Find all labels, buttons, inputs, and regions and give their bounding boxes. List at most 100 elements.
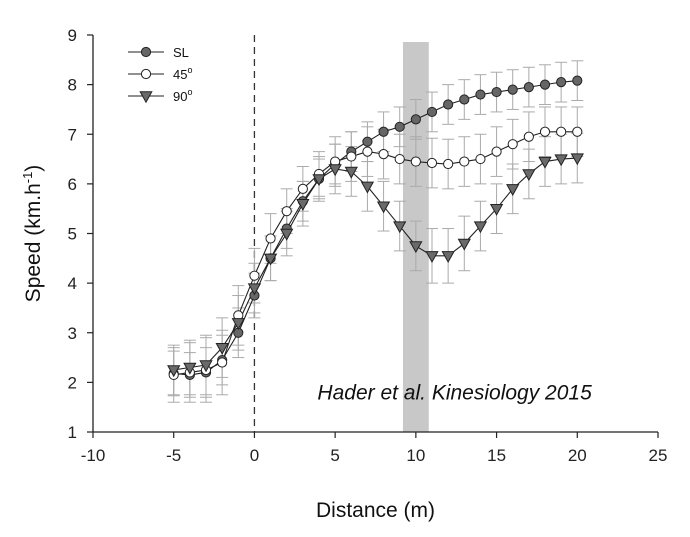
- data-point-series-1: [394, 153, 405, 165]
- data-point-series-0: [539, 79, 551, 90]
- data-point-series-2: [570, 153, 584, 166]
- data-point-series-1: [556, 126, 567, 137]
- data-point-series-2: [167, 365, 181, 378]
- data-point-series-0: [523, 82, 534, 93]
- series-layer: [167, 75, 584, 381]
- data-point-series-2: [231, 318, 245, 331]
- x-axis-title: Distance (m): [316, 499, 435, 522]
- data-point-series-2: [199, 360, 213, 373]
- series-line-2: [173, 157, 578, 371]
- y-tick-label: 8: [68, 76, 77, 95]
- legend-label-name: 90: [173, 89, 187, 104]
- y-tick-label: 4: [68, 274, 77, 293]
- x-tick-label: 15: [487, 446, 506, 465]
- data-point-series-1: [539, 126, 551, 137]
- data-point-series-0: [507, 84, 518, 95]
- legend-label-degree: o: [187, 65, 192, 75]
- data-point-series-1: [507, 139, 518, 150]
- data-point-series-1: [523, 131, 534, 142]
- data-point-series-2: [344, 166, 358, 179]
- y-axis-title: Speed (km.h-1): [20, 165, 45, 303]
- data-point-series-1: [249, 270, 260, 281]
- data-point-series-2: [457, 238, 471, 251]
- data-point-series-0: [426, 106, 438, 118]
- axes-layer: [87, 34, 659, 438]
- data-point-series-2: [425, 251, 439, 264]
- data-point-series-1: [217, 357, 228, 368]
- data-point-series-2: [489, 203, 504, 216]
- data-point-series-2: [280, 228, 294, 241]
- data-point-series-0: [459, 94, 470, 105]
- x-tick-label: 0: [250, 446, 259, 465]
- data-point-series-1: [281, 206, 292, 217]
- y-tick-label: 3: [68, 324, 77, 343]
- data-point-series-1: [475, 153, 486, 165]
- data-point-series-2: [554, 154, 568, 167]
- data-point-series-2: [473, 221, 488, 234]
- y-axis-title-close: ): [22, 165, 45, 172]
- y-tick-label: 5: [68, 225, 77, 244]
- y-axis-title-superscript: -1: [20, 172, 35, 184]
- data-point-series-2: [506, 184, 520, 197]
- y-tick-label: 2: [68, 373, 77, 392]
- citation-annotation: Hader et al. Kinesiology 2015: [317, 381, 592, 404]
- data-point-series-0: [491, 86, 502, 98]
- x-tick-label: 25: [649, 446, 668, 465]
- data-point-series-1: [265, 233, 276, 244]
- data-point-series-1: [297, 183, 308, 194]
- data-point-series-2: [360, 181, 375, 194]
- x-tick-label: 5: [330, 446, 339, 465]
- data-point-series-2: [409, 241, 423, 254]
- x-tick-label: -5: [166, 446, 181, 465]
- data-point-series-0: [362, 136, 373, 147]
- x-tick-label: 20: [568, 446, 587, 465]
- data-point-series-1: [346, 151, 357, 162]
- data-point-series-0: [572, 75, 583, 86]
- error-bar-layer: [167, 60, 584, 403]
- legend-marker: [139, 91, 153, 104]
- data-point-series-1: [410, 156, 421, 167]
- data-point-series-2: [215, 342, 229, 355]
- legend-label-name: SL: [173, 45, 189, 60]
- data-point-series-0: [556, 77, 567, 88]
- series-line-1: [173, 131, 578, 376]
- y-tick-label: 7: [68, 125, 77, 144]
- data-point-series-2: [247, 283, 262, 296]
- data-point-series-0: [394, 121, 405, 132]
- data-point-series-1: [443, 158, 454, 170]
- data-point-series-0: [378, 126, 389, 137]
- data-point-series-2: [441, 251, 455, 264]
- data-point-series-0: [475, 89, 486, 100]
- y-axis-title-main: Speed (km.h: [22, 183, 45, 302]
- legend-label: SL: [173, 45, 189, 60]
- data-point-series-0: [410, 114, 421, 125]
- x-tick-label: -10: [81, 446, 106, 465]
- data-point-series-2: [393, 221, 407, 234]
- data-point-series-1: [378, 149, 389, 160]
- y-tick-label: 6: [68, 175, 77, 194]
- data-point-series-2: [296, 199, 310, 211]
- data-point-series-2: [538, 156, 552, 169]
- data-point-series-2: [522, 169, 536, 182]
- y-tick-label: 1: [68, 423, 77, 442]
- data-point-series-2: [312, 174, 326, 187]
- data-point-series-1: [362, 146, 373, 157]
- data-point-series-2: [328, 164, 342, 177]
- data-point-series-2: [183, 362, 197, 375]
- data-point-series-1: [459, 156, 470, 167]
- x-tick-label: 10: [406, 446, 425, 465]
- legend-marker: [140, 68, 152, 80]
- data-point-series-2: [263, 253, 278, 266]
- data-point-series-1: [491, 146, 502, 157]
- legend-label-degree: o: [187, 87, 192, 97]
- legend-marker: [140, 46, 152, 58]
- data-point-series-0: [443, 99, 454, 110]
- data-point-series-2: [376, 201, 391, 214]
- data-point-series-1: [426, 157, 438, 169]
- legend-label: 45o: [173, 65, 192, 82]
- legend-label-name: 45: [173, 67, 187, 82]
